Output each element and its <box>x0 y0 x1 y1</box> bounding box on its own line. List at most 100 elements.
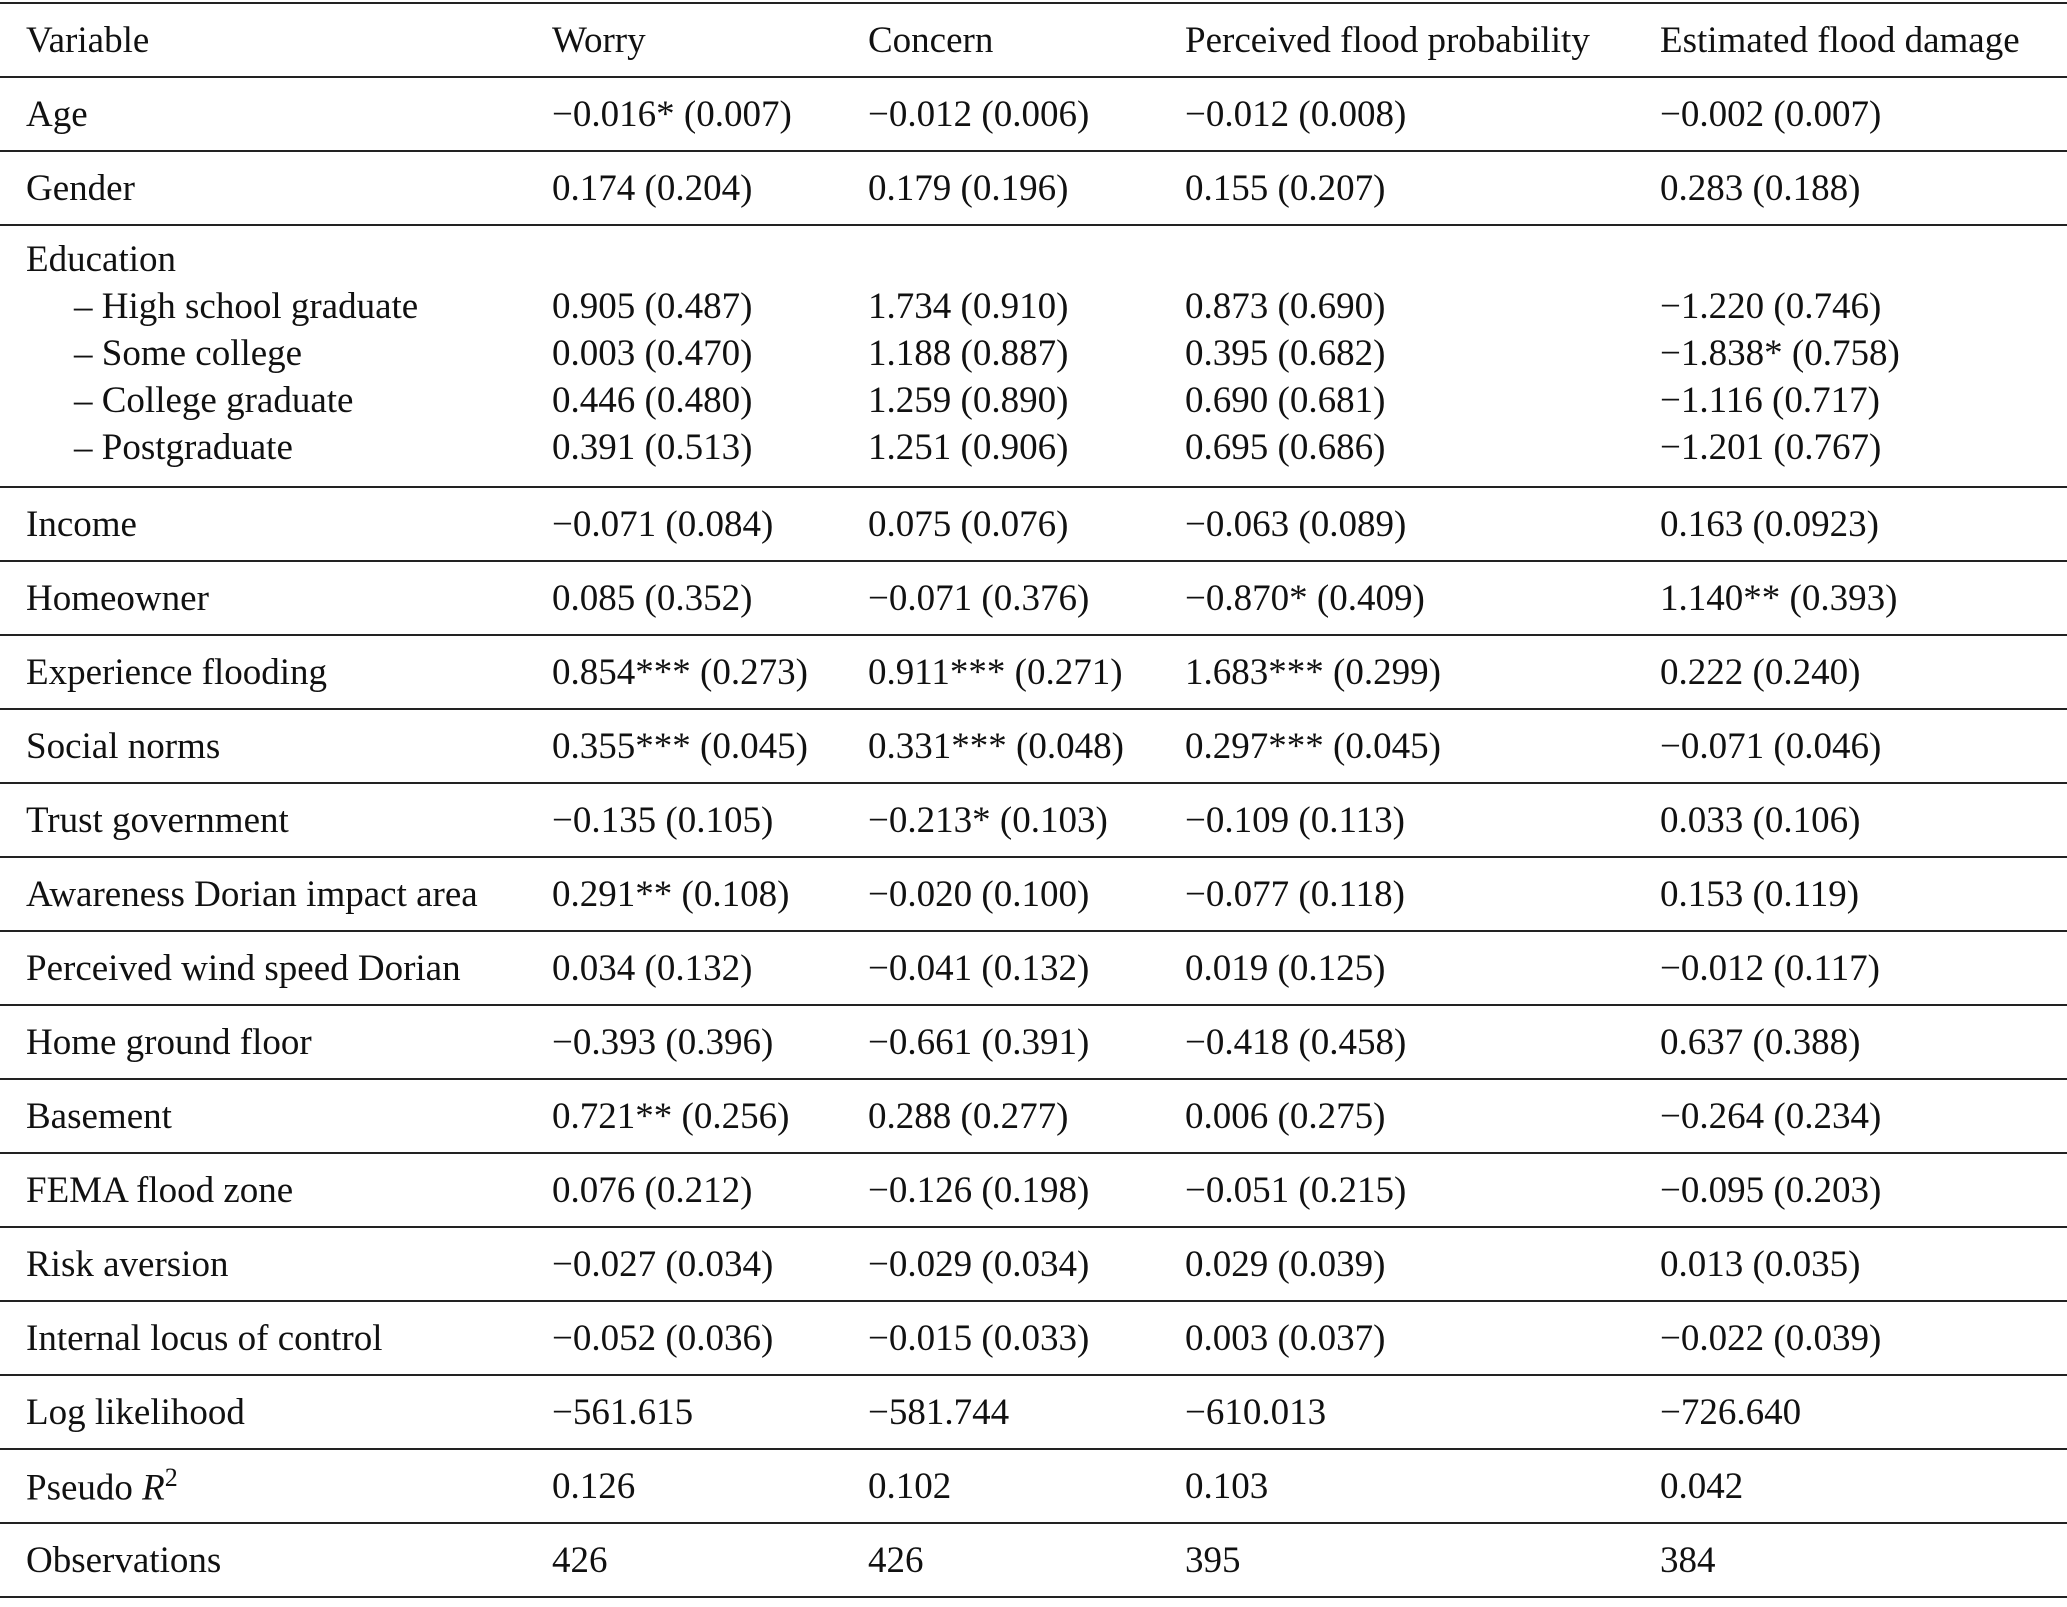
cell-value: 0.355*** (0.045) <box>552 709 868 784</box>
cell-value: 1.188 (0.887) <box>868 333 1069 374</box>
row-label: Awareness Dorian impact area <box>0 857 552 932</box>
cell-value: 0.003 (0.037) <box>1185 1301 1660 1376</box>
cell-value: −0.071 (0.376) <box>868 561 1185 636</box>
cell-value: −1.220 (0.746) <box>1660 286 1882 327</box>
cell-value: 0.126 <box>552 1449 868 1524</box>
cell-value: −0.109 (0.113) <box>1185 783 1660 858</box>
cell-value: −0.077 (0.118) <box>1185 857 1660 932</box>
cell-value: −0.052 (0.036) <box>552 1301 868 1376</box>
cell-value: 0.029 (0.039) <box>1185 1227 1660 1302</box>
row-label: Log likelihood <box>0 1375 552 1450</box>
cell-value: 0.034 (0.132) <box>552 931 868 1006</box>
table-row: Age −0.016* (0.007) −0.012 (0.006) −0.012 (… <box>0 77 2067 152</box>
cell-value: 0.103 <box>1185 1449 1660 1524</box>
row-label: Risk aversion <box>0 1227 552 1302</box>
header-cell: Perceived flood probability <box>1185 2 1660 78</box>
cell-value: −610.013 <box>1185 1375 1660 1450</box>
cell-value: −0.870* (0.409) <box>1185 561 1660 636</box>
row-label: Basement <box>0 1079 552 1154</box>
cell-value: 0.222 (0.240) <box>1660 635 2067 710</box>
cell-value: −0.063 (0.089) <box>1185 487 1660 562</box>
cell-value: 0.288 (0.277) <box>868 1079 1185 1154</box>
cell-value: 0.102 <box>868 1449 1185 1524</box>
table-row: Observations 426 426 395 384 <box>0 1523 2067 1598</box>
cell-value: −0.015 (0.033) <box>868 1301 1185 1376</box>
cell-value: 0.721** (0.256) <box>552 1079 868 1154</box>
row-label: Home ground floor <box>0 1005 552 1080</box>
table-row: Internal locus of control −0.052 (0.036) −… <box>0 1301 2067 1376</box>
cell-value: 0.042 <box>1660 1449 2067 1524</box>
row-label: Age <box>0 77 552 152</box>
row-label: Income <box>0 487 552 562</box>
cell-value: 0.174 (0.204) <box>552 151 868 226</box>
group-cell: Education – High school graduate – Some co… <box>0 225 552 488</box>
cell-value: 0.155 (0.207) <box>1185 151 1660 226</box>
cell-value: −0.020 (0.100) <box>868 857 1185 932</box>
table-row: Social norms 0.355*** (0.045) 0.331*** (0.… <box>0 709 2067 784</box>
cell-value: −0.002 (0.007) <box>1660 77 2067 152</box>
header-cell: Variable <box>0 2 552 78</box>
cell-value: −581.744 <box>868 1375 1185 1450</box>
cell-value: 0.637 (0.388) <box>1660 1005 2067 1080</box>
cell-value: −0.012 (0.008) <box>1185 77 1660 152</box>
row-label: Pseudo R2 <box>0 1449 552 1524</box>
row-label: Observations <box>0 1523 552 1598</box>
sub-label: – High school graduate <box>74 286 419 327</box>
cell-value: −0.016* (0.007) <box>552 77 868 152</box>
cell-value: −0.213* (0.103) <box>868 783 1185 858</box>
table-row: Home ground floor −0.393 (0.396) −0.661 (0… <box>0 1005 2067 1080</box>
cell-value: 0.075 (0.076) <box>868 487 1185 562</box>
header-row: Variable Worry Concern Perceived flood prob… <box>0 2 2067 78</box>
sub-label: – Postgraduate <box>74 427 293 468</box>
cell-value: 0.006 (0.275) <box>1185 1079 1660 1154</box>
cell-value: 0.291** (0.108) <box>552 857 868 932</box>
cell-value: 0.033 (0.106) <box>1660 783 2067 858</box>
cell-value: 0.331*** (0.048) <box>868 709 1185 784</box>
cell-value: −0.029 (0.034) <box>868 1227 1185 1302</box>
cell-value: −0.071 (0.046) <box>1660 709 2067 784</box>
cell-value: −0.661 (0.391) <box>868 1005 1185 1080</box>
cell-value: −0.051 (0.215) <box>1185 1153 1660 1228</box>
spacer <box>1185 236 1660 283</box>
row-label: Homeowner <box>0 561 552 636</box>
table-row: Income −0.071 (0.084) 0.075 (0.076) −0.063 … <box>0 487 2067 562</box>
row-label: Social norms <box>0 709 552 784</box>
cell-value: 384 <box>1660 1523 2067 1598</box>
group-cell: 1.734 (0.910) 1.188 (0.887) 1.259 (0.890) 1… <box>868 225 1185 488</box>
sub-label: – College graduate <box>74 380 354 421</box>
cell-value: −0.012 (0.117) <box>1660 931 2067 1006</box>
cell-value: 0.003 (0.470) <box>552 333 753 374</box>
cell-value: −1.116 (0.717) <box>1660 380 1880 421</box>
label-superscript: 2 <box>164 1462 178 1492</box>
cell-value: −0.027 (0.034) <box>552 1227 868 1302</box>
cell-value: 0.019 (0.125) <box>1185 931 1660 1006</box>
row-label: FEMA flood zone <box>0 1153 552 1228</box>
cell-value: 0.297*** (0.045) <box>1185 709 1660 784</box>
cell-value: 0.085 (0.352) <box>552 561 868 636</box>
cell-value: 0.911*** (0.271) <box>868 635 1185 710</box>
cell-value: −0.012 (0.006) <box>868 77 1185 152</box>
label-variable: R <box>142 1467 165 1509</box>
cell-value: 0.076 (0.212) <box>552 1153 868 1228</box>
cell-value: −0.418 (0.458) <box>1185 1005 1660 1080</box>
cell-value: −726.640 <box>1660 1375 2067 1450</box>
cell-value: 1.734 (0.910) <box>868 286 1069 327</box>
cell-value: 0.395 (0.682) <box>1185 333 1386 374</box>
table-row: Education – High school graduate – Some co… <box>0 225 2067 488</box>
table-row: Homeowner 0.085 (0.352) −0.071 (0.376) −0.8… <box>0 561 2067 636</box>
spacer <box>552 236 868 283</box>
table-row: Awareness Dorian impact area 0.291** (0.1… <box>0 857 2067 932</box>
table-row: Log likelihood −561.615 −581.744 −610.013 −7… <box>0 1375 2067 1450</box>
cell-value: −0.135 (0.105) <box>552 783 868 858</box>
cell-value: 0.854*** (0.273) <box>552 635 868 710</box>
table-row: Basement 0.721** (0.256) 0.288 (0.277) 0.00… <box>0 1079 2067 1154</box>
cell-value: −0.071 (0.084) <box>552 487 868 562</box>
cell-value: 0.695 (0.686) <box>1185 427 1386 468</box>
cell-value: 0.153 (0.119) <box>1660 857 2067 932</box>
cell-value: 0.163 (0.0923) <box>1660 487 2067 562</box>
sub-label: – Some college <box>74 333 303 374</box>
cell-value: 426 <box>552 1523 868 1598</box>
cell-value: −0.022 (0.039) <box>1660 1301 2067 1376</box>
